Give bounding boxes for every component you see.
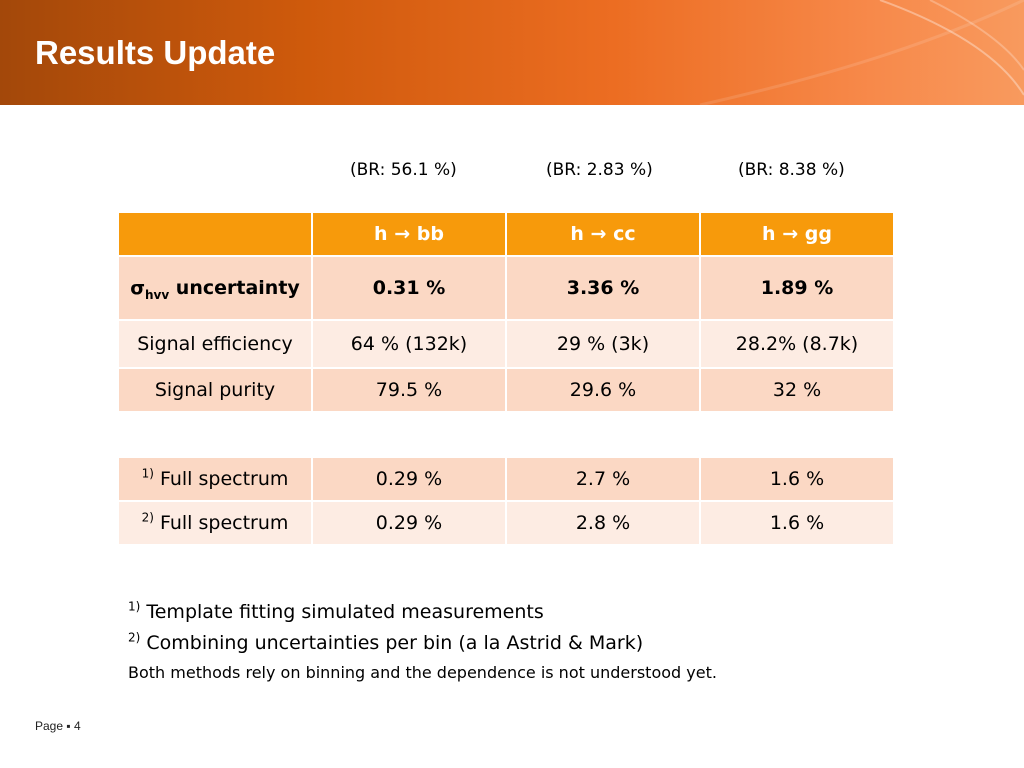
table-cell: 0.29 % xyxy=(311,500,507,546)
title-banner: Results Update xyxy=(0,0,1024,105)
table-cell: 1.6 % xyxy=(699,456,895,502)
table-row: Signal efficiency 64 % (132k) 29 % (3k) … xyxy=(117,319,895,369)
footnote-2: 2) Combining uncertainties per bin (a la… xyxy=(128,628,717,659)
table-cell: 0.31 % xyxy=(311,255,507,321)
footnote-marker: 1) xyxy=(128,599,141,614)
sigma-subscript: hvv xyxy=(145,287,170,302)
footnote-remark: Both methods rely on binning and the dep… xyxy=(128,663,717,682)
row-label-efficiency: Signal efficiency xyxy=(117,319,313,369)
spectrum-label: Full spectrum xyxy=(153,512,289,534)
br-bb: (BR: 56.1 %) xyxy=(350,160,457,180)
header-h-cc: h → cc xyxy=(505,211,701,257)
br-cc: (BR: 2.83 %) xyxy=(546,160,653,180)
header-empty xyxy=(117,211,313,257)
sigma-label-text: uncertainty xyxy=(169,277,300,299)
table-cell: 32 % xyxy=(699,367,895,413)
table-row: 2) Full spectrum 0.29 % 2.8 % 1.6 % xyxy=(117,500,895,546)
page-title: Results Update xyxy=(35,34,276,71)
table-cell: 29 % (3k) xyxy=(505,319,701,369)
banner-decoration xyxy=(699,0,1024,105)
table-row: σhvv uncertainty 0.31 % 3.36 % 1.89 % xyxy=(117,255,895,321)
sigma-symbol: σ xyxy=(130,277,145,299)
footnote-marker: 2) xyxy=(128,630,141,645)
results-table: h → bb h → cc h → gg σhvv uncertainty 0.… xyxy=(117,211,895,413)
table-row: Signal purity 79.5 % 29.6 % 32 % xyxy=(117,367,895,413)
footnote-marker: 2) xyxy=(141,510,154,525)
table-cell: 29.6 % xyxy=(505,367,701,413)
footnote-marker: 1) xyxy=(141,466,154,481)
spectrum-label: Full spectrum xyxy=(153,468,289,490)
table-cell: 79.5 % xyxy=(311,367,507,413)
br-gg: (BR: 8.38 %) xyxy=(738,160,845,180)
footnote-text: Combining uncertainties per bin (a la As… xyxy=(140,632,644,654)
table-cell: 1.6 % xyxy=(699,500,895,546)
spectrum-table: 1) Full spectrum 0.29 % 2.7 % 1.6 % 2) F… xyxy=(117,456,895,546)
row-label-spectrum-1: 1) Full spectrum xyxy=(117,456,313,502)
table-cell: 28.2% (8.7k) xyxy=(699,319,895,369)
table-cell: 2.7 % xyxy=(505,456,701,502)
footnote-1: 1) Template fitting simulated measuremen… xyxy=(128,597,717,628)
row-label-sigma: σhvv uncertainty xyxy=(117,255,313,321)
table-header-row: h → bb h → cc h → gg xyxy=(117,211,895,257)
row-label-spectrum-2: 2) Full spectrum xyxy=(117,500,313,546)
footnotes: 1) Template fitting simulated measuremen… xyxy=(128,597,717,686)
table-row: 1) Full spectrum 0.29 % 2.7 % 1.6 % xyxy=(117,456,895,502)
table-cell: 3.36 % xyxy=(505,255,701,321)
header-h-bb: h → bb xyxy=(311,211,507,257)
row-label-purity: Signal purity xyxy=(117,367,313,413)
header-h-gg: h → gg xyxy=(699,211,895,257)
table-cell: 64 % (132k) xyxy=(311,319,507,369)
footnote-text: Template fitting simulated measurements xyxy=(140,601,544,623)
table-cell: 2.8 % xyxy=(505,500,701,546)
table-cell: 0.29 % xyxy=(311,456,507,502)
table-cell: 1.89 % xyxy=(699,255,895,321)
page-number: Page ▪ 4 xyxy=(35,719,81,733)
